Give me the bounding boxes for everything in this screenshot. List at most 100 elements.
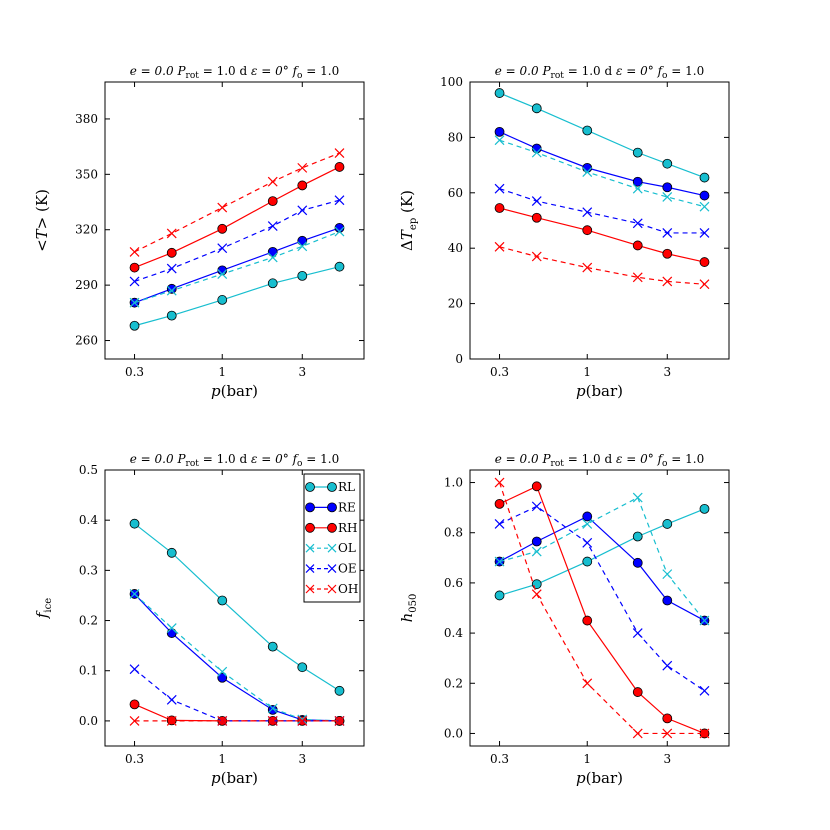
data-point-RL [699, 172, 710, 183]
data-point-RH [632, 687, 643, 697]
y-tick-label: 320 [75, 223, 98, 237]
data-point-RL [267, 641, 278, 652]
data-point-RL [217, 595, 228, 606]
legend-marker-OL [327, 543, 337, 553]
series-line-RE [499, 131, 705, 197]
data-point-RE [267, 246, 278, 257]
panel-title: e = 0.0 Prot = 1.0 d ε = 0° fo = 1.0 [495, 64, 704, 81]
data-point-RH [334, 162, 345, 172]
data-point-OH [531, 251, 542, 262]
x-axis-label: p(bar) [211, 382, 258, 400]
series-line-RL [134, 523, 340, 692]
data-point-RE [582, 511, 593, 522]
legend-label-OE: OE [338, 562, 357, 576]
data-point-RL [267, 278, 278, 289]
y-tick-label: 80 [448, 130, 463, 144]
x-tick-label: 0.3 [490, 365, 509, 379]
series-OE [494, 183, 710, 238]
y-tick-label: 20 [448, 297, 463, 311]
data-point-RH [494, 498, 505, 509]
data-point-RH [267, 196, 278, 207]
y-tick-label: 0.5 [79, 463, 98, 477]
data-point-RL [217, 295, 228, 305]
data-point-RE [531, 143, 542, 154]
data-point-RL [632, 531, 643, 542]
y-tick-label: 0.8 [444, 526, 463, 540]
data-point-OH [217, 202, 228, 213]
y-tick-label: 100 [440, 75, 463, 89]
series-line-RL [499, 508, 705, 597]
data-point-RL [129, 320, 140, 331]
series-OH [494, 241, 710, 290]
data-point-OL [217, 269, 228, 279]
data-point-OE [494, 183, 505, 194]
data-point-RH [531, 212, 542, 223]
data-point-RL [334, 685, 345, 696]
data-point-OH [129, 715, 140, 726]
data-point-RL [129, 518, 140, 529]
data-point-RL [166, 547, 177, 558]
series-RL [129, 261, 345, 331]
data-point-OE [494, 519, 505, 529]
data-point-OH [582, 678, 593, 689]
series-RH [129, 162, 345, 273]
data-point-RL [494, 88, 505, 98]
data-point-OH [531, 589, 542, 600]
data-point-RE [632, 176, 643, 187]
legend-marker-OH [305, 584, 315, 594]
x-tick-label: 1 [218, 365, 226, 379]
x-tick-label: 1 [583, 365, 591, 379]
data-point-OL [582, 519, 593, 529]
data-point-RH [166, 247, 177, 258]
legend-marker-RL [305, 482, 315, 492]
data-point-OL [129, 589, 140, 599]
y-axis-label: <T> (K) [33, 189, 51, 252]
data-point-RL [297, 662, 308, 673]
data-point-RH [129, 699, 140, 710]
data-point-OL [531, 147, 542, 158]
data-point-OL [662, 192, 673, 202]
data-point-OL [699, 201, 710, 212]
x-tick-label: 3 [298, 365, 306, 379]
data-point-RH [297, 180, 308, 191]
series-line-OL [134, 593, 340, 722]
data-point-RH [632, 240, 643, 251]
panel-title: e = 0.0 Prot = 1.0 d ε = 0° fo = 1.0 [130, 64, 339, 81]
data-point-OL [531, 546, 542, 557]
data-point-OL [297, 241, 308, 252]
data-point-RH [662, 248, 673, 259]
series-line-OL [499, 139, 705, 208]
data-point-OH [166, 715, 177, 726]
data-point-OL [582, 167, 593, 177]
legend-marker-RL [327, 482, 337, 492]
data-point-OL [267, 703, 278, 714]
data-point-OE [531, 196, 542, 207]
data-point-OH [267, 715, 278, 726]
x-tick-label: 3 [298, 752, 306, 766]
data-point-RH [217, 223, 228, 234]
y-tick-label: 0.4 [444, 626, 463, 640]
legend-label-OH: OH [338, 582, 358, 596]
legend-marker-RE [305, 502, 315, 513]
data-point-OE [632, 218, 643, 229]
data-point-OE [334, 195, 345, 206]
data-point-RL [297, 270, 308, 281]
y-tick-label: 0.1 [79, 664, 98, 678]
y-axis-label: fice [33, 598, 54, 619]
data-point-OH [129, 246, 140, 257]
data-point-OH [297, 715, 308, 726]
series-RL [494, 88, 710, 183]
y-tick-label: 1.0 [444, 476, 463, 490]
data-point-OL [632, 492, 643, 503]
data-point-OL [632, 183, 643, 194]
series-OE [494, 501, 710, 696]
legend-entry-OL: OL [305, 541, 356, 555]
panel-ice-fraction: 0.0 0.1 0.2 0.3 0.4 0.5 0.3 1 3 e = 0.0 Prot = 1.… [33, 452, 365, 787]
data-point-RL [494, 590, 505, 601]
data-point-RH [582, 615, 593, 626]
legend-label-OL: OL [338, 541, 356, 555]
x-tick-label: 0.3 [125, 365, 144, 379]
data-point-OH [632, 728, 643, 739]
x-tick-label: 1 [218, 752, 226, 766]
